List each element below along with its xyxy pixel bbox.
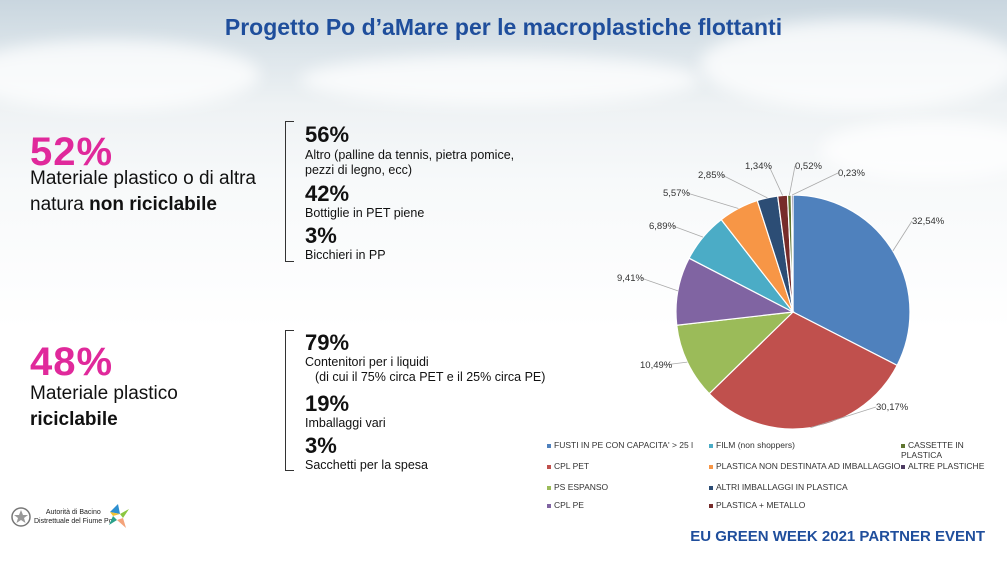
slice-value-label: 2,85% <box>698 170 725 181</box>
slice-value-label: 32,54% <box>912 216 945 227</box>
legend-label: FILM (non shoppers) <box>716 440 795 450</box>
legend-item: ALTRE PLASTICHE <box>901 461 984 471</box>
legend-label: CASSETTE IN PLASTICA <box>901 440 964 460</box>
leader-line <box>640 277 679 292</box>
footer-event: EU GREEN WEEK 2021 PARTNER EVENT <box>690 528 985 545</box>
legend-label: CPL PET <box>554 461 590 471</box>
item-text: Bottiglie in PET piene <box>305 206 425 220</box>
desc-line: natura non riciclabile <box>30 194 217 215</box>
legend-item: FILM (non shoppers) <box>709 440 795 450</box>
slice-value-label: 0,23% <box>838 168 865 179</box>
bracket <box>285 330 294 471</box>
slice-value-label: 1,34% <box>745 161 772 172</box>
pie-slice <box>792 194 911 367</box>
legend-swatch <box>547 485 551 490</box>
leader-line <box>672 225 704 238</box>
legend-item: CPL PET <box>547 461 589 471</box>
legend-item: CASSETTE IN PLASTICA <box>901 440 1007 460</box>
slice-value-label: 0,52% <box>795 161 822 172</box>
legend-label: PS ESPANSO <box>554 482 609 492</box>
bracket <box>285 121 294 262</box>
legend-swatch <box>547 464 551 469</box>
leader-line <box>810 406 877 429</box>
item-percent: 3% <box>305 223 337 248</box>
legend-item: ALTRI IMBALLAGGI IN PLASTICA <box>709 482 848 492</box>
non-recyclable-description: Materiale plastico o di altra natura non… <box>30 166 256 218</box>
legend-label: ALTRI IMBALLAGGI IN PLASTICA <box>716 482 848 492</box>
legend-label: CPL PE <box>554 500 584 510</box>
legend-swatch <box>709 464 713 469</box>
non-recyclable-percent: 52% <box>30 130 114 174</box>
item-text: Contenitori per i liquidi (di cui il 75% … <box>305 355 546 384</box>
emblem-icon <box>11 507 31 527</box>
logo-text: Autorità di Bacino Distrettuale del Fiume… <box>34 509 113 525</box>
legend-swatch <box>547 443 551 448</box>
slice-value-label: 5,57% <box>663 188 690 199</box>
legend-swatch <box>901 464 905 469</box>
legend-label: FUSTI IN PE CON CAPACITA' > 25 l <box>554 440 693 450</box>
item-percent: 56% <box>305 122 350 147</box>
slice-value-label: 6,89% <box>649 221 676 232</box>
legend-swatch <box>547 503 551 508</box>
legend-swatch <box>709 485 713 490</box>
desc-line: Materiale plastico o di altra <box>30 168 256 189</box>
slice-value-label: 30,17% <box>876 402 909 413</box>
desc-line: Materiale plastico <box>30 383 178 404</box>
pie-slice <box>676 311 795 395</box>
legend-label: PLASTICA NON DESTINATA AD IMBALLAGGIO <box>716 461 901 471</box>
legend-item: FUSTI IN PE CON CAPACITA' > 25 l <box>547 440 693 450</box>
legend-item: PLASTICA NON DESTINATA AD IMBALLAGGIO <box>709 461 900 471</box>
legend-swatch <box>901 443 905 448</box>
slice-value-label: 10,49% <box>640 360 673 371</box>
item-percent: 3% <box>305 433 337 458</box>
recyclable-percent: 48% <box>30 340 114 384</box>
legend-swatch <box>709 503 713 508</box>
legend-item: PLASTICA + METALLO <box>709 500 805 510</box>
legend-label: PLASTICA + METALLO <box>716 500 806 510</box>
leader-line <box>768 165 783 196</box>
item-percent: 19% <box>305 391 350 416</box>
legend-item: CPL PE <box>547 500 584 510</box>
item-text: Bicchieri in PP <box>305 248 386 262</box>
item-text: Altro (palline da tennis, pietra pomice,… <box>305 148 515 177</box>
slice-value-label: 9,41% <box>617 273 644 284</box>
slide-title: Progetto Po d’aMare per le macroplastich… <box>224 14 783 40</box>
leader-line <box>789 165 796 196</box>
item-percent: 42% <box>305 181 350 206</box>
leader-line <box>721 174 768 199</box>
desc-line: riciclabile <box>30 409 118 430</box>
star-logo-icon <box>109 504 129 528</box>
legend-swatch <box>709 443 713 448</box>
leader-line <box>663 361 688 366</box>
leader-line <box>686 192 739 209</box>
recyclable-description: Materiale plastico riciclabile <box>30 381 178 433</box>
sky-background <box>0 0 1007 330</box>
leader-line <box>791 172 839 196</box>
leader-line <box>892 220 913 252</box>
item-text: Sacchetti per la spesa <box>305 458 428 472</box>
legend-item: PS ESPANSO <box>547 482 608 492</box>
item-text: Imballaggi vari <box>305 416 386 430</box>
legend-label: ALTRE PLASTICHE <box>908 461 985 471</box>
item-percent: 79% <box>305 330 350 355</box>
